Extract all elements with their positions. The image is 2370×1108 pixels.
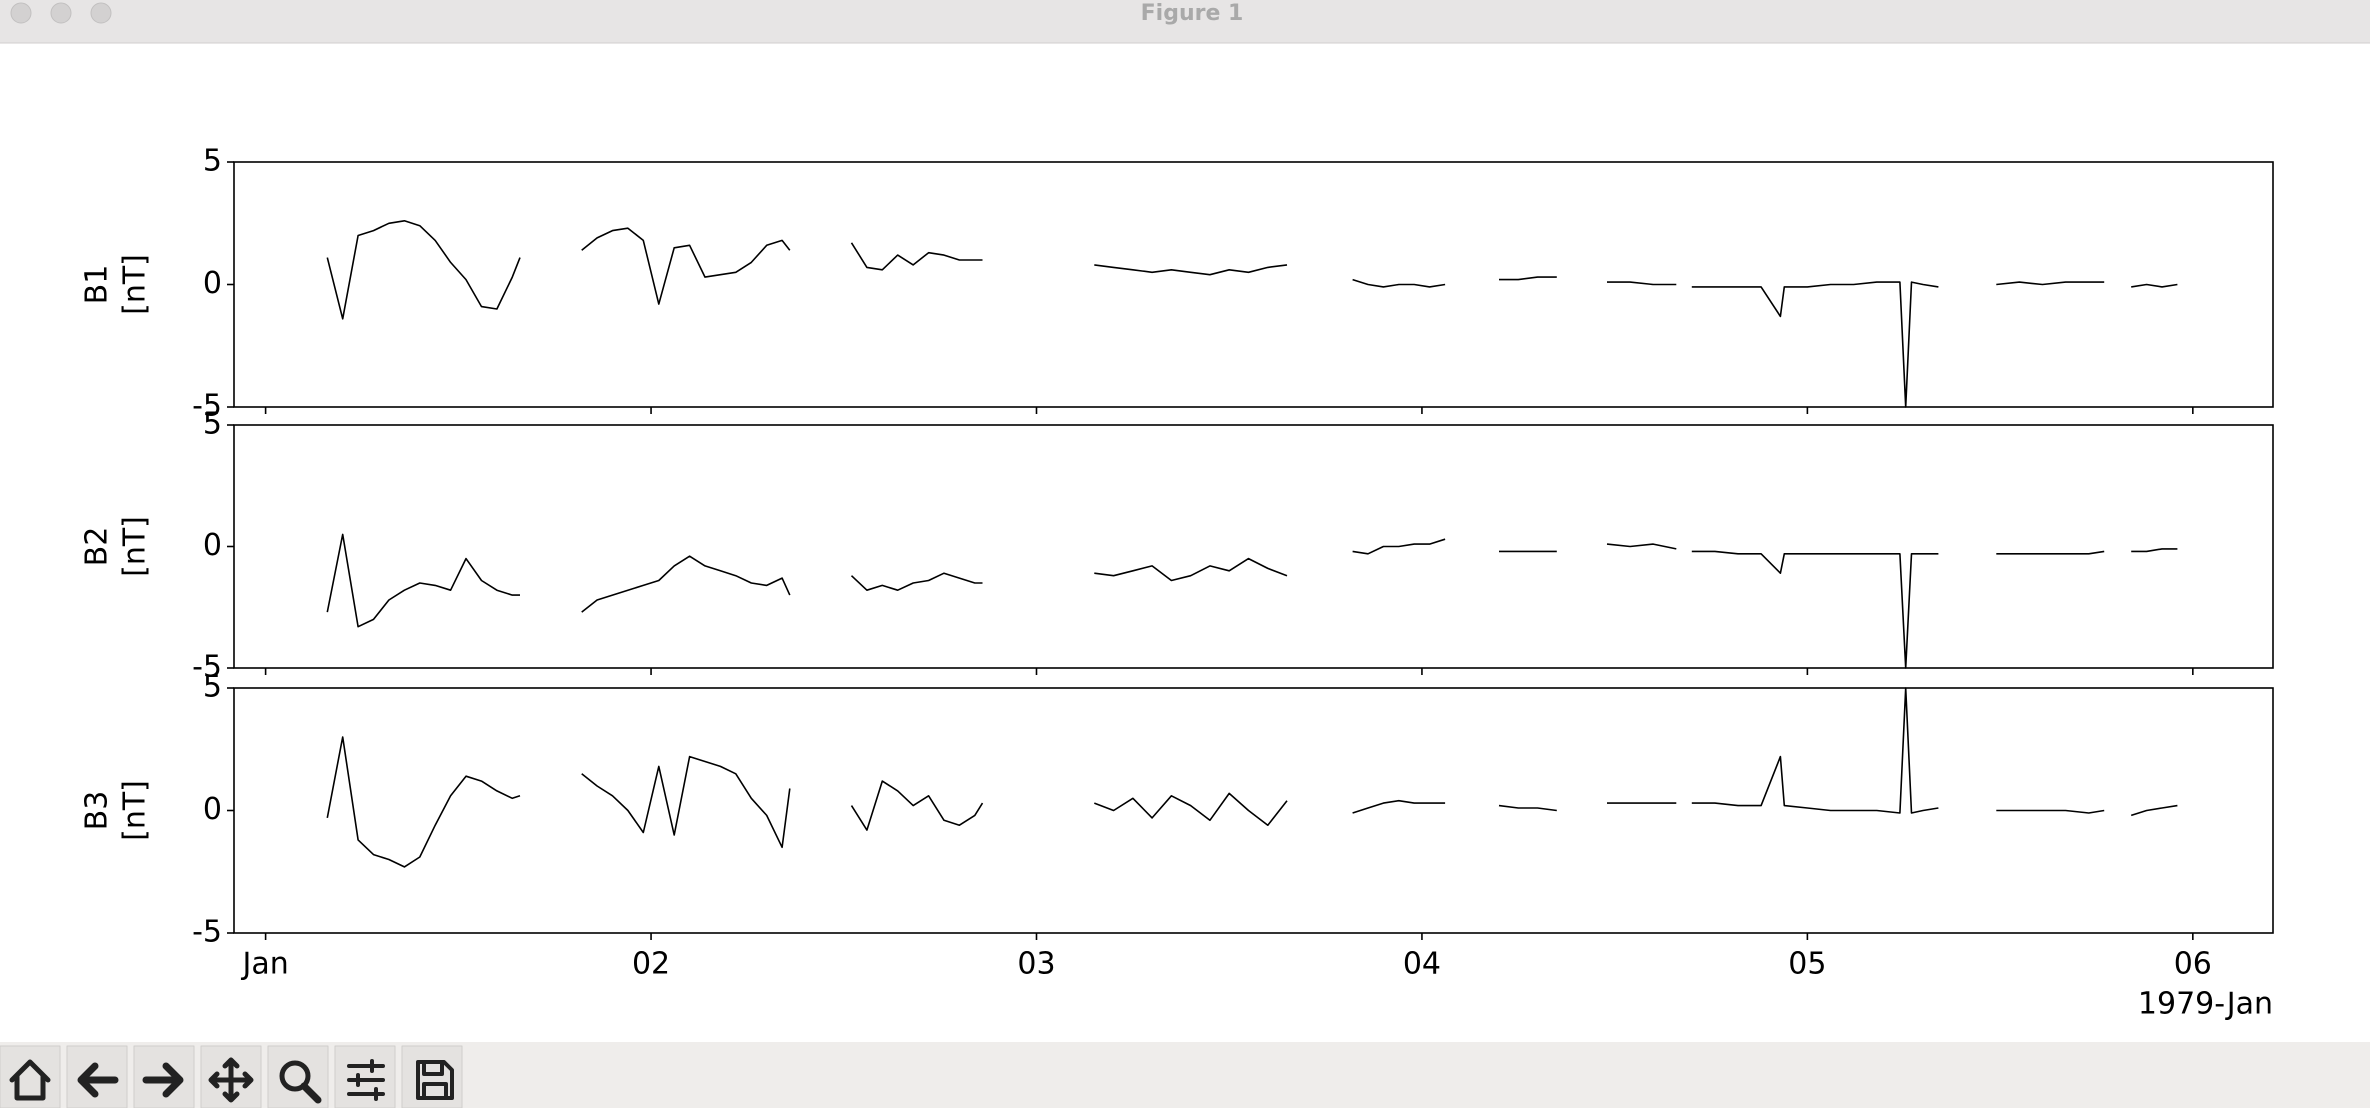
title-bar: [0, 0, 2370, 43]
y-axis-label: B2: [80, 527, 115, 567]
forward-icon: [142, 1062, 184, 1098]
save-icon: [416, 1060, 454, 1100]
x-tick-label: 02: [632, 947, 670, 982]
zoom-icon: [279, 1060, 311, 1092]
plot-area: [234, 162, 2273, 407]
minimize-button[interactable]: [50, 2, 72, 24]
y-axis-label: [nT]: [118, 254, 153, 315]
back-icon: [77, 1062, 119, 1098]
y-axis-label: B3: [80, 791, 115, 831]
data-line: [326, 220, 2178, 408]
y-tick-label: 0: [203, 792, 222, 827]
zoom-icon-handle: [300, 1082, 322, 1104]
back-button[interactable]: [66, 1045, 128, 1108]
y-axis-label: B1: [80, 265, 115, 305]
y-tick-label: -5: [192, 650, 222, 685]
data-line: [326, 687, 2178, 868]
x-tick-label: Jan: [240, 947, 288, 982]
zoom-button[interactable]: [90, 2, 112, 24]
y-tick-label: -5: [192, 915, 222, 950]
y-tick-label: 0: [203, 266, 222, 301]
x-tick-label: 05: [1788, 947, 1826, 982]
y-tick-label: 0: [203, 528, 222, 563]
x-tick-label: 04: [1403, 947, 1441, 982]
pan-icon: [208, 1057, 254, 1103]
data-line: [326, 533, 2178, 669]
x-offset-label: 1979-Jan: [2138, 987, 2273, 1022]
configure-icon: [347, 1059, 385, 1101]
y-tick-label: 5: [203, 407, 222, 442]
y-axis-label: [nT]: [118, 516, 153, 577]
y-tick-label: 5: [203, 670, 222, 705]
configure-button[interactable]: [334, 1045, 396, 1108]
plot-area: [234, 425, 2273, 668]
home-icon: [9, 1059, 51, 1101]
toolbar-buttons: [0, 1045, 463, 1108]
y-tick-label: -5: [192, 389, 222, 424]
plot-area: [234, 688, 2273, 933]
close-button[interactable]: [10, 2, 32, 24]
window-title: Figure 1: [1141, 1, 1244, 26]
x-tick-label: 03: [1017, 947, 1055, 982]
x-tick-label: 06: [2174, 947, 2212, 982]
y-axis-label: [nT]: [118, 780, 153, 841]
y-tick-label: 5: [203, 144, 222, 179]
